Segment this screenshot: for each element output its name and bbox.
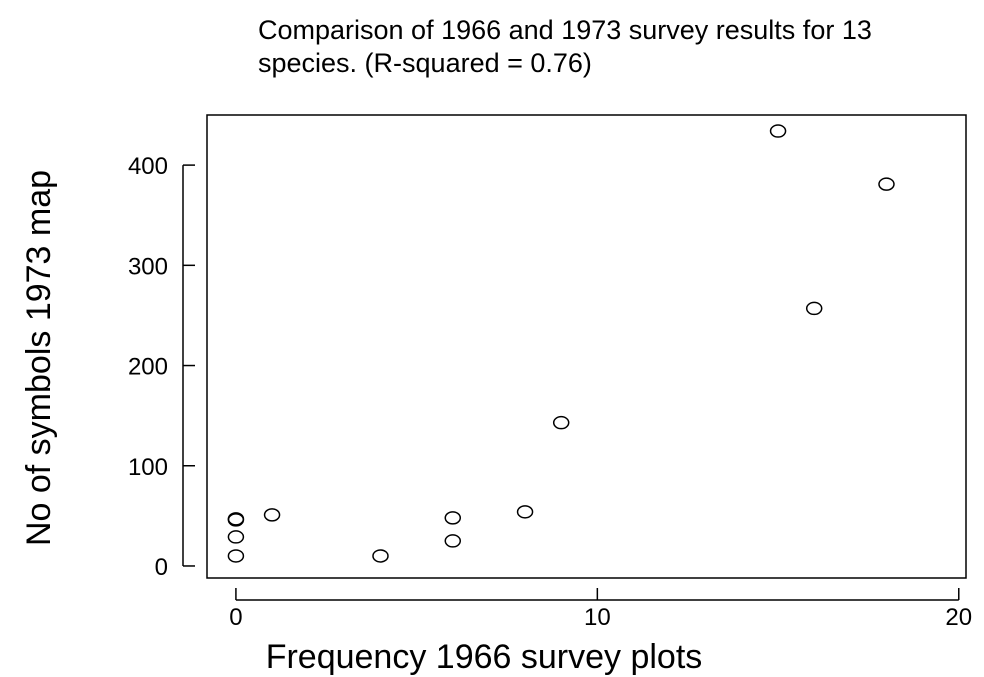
y-tick-label: 300	[128, 253, 168, 280]
x-tick-label: 10	[584, 604, 611, 631]
data-point	[552, 415, 570, 430]
data-point	[444, 511, 462, 525]
x-axis-label: Frequency 1966 survey plots	[266, 638, 703, 676]
data-point	[805, 301, 823, 316]
chart-title-line-2: species. (R-squared = 0.76)	[258, 48, 592, 78]
plot-frame	[206, 114, 967, 579]
data-point	[227, 549, 245, 563]
data-points	[227, 124, 895, 563]
y-tick-label: 100	[128, 454, 168, 481]
y-tick-label: 400	[128, 153, 168, 180]
y-axis: 0 100 200 300 400	[128, 153, 195, 581]
x-axis: 0 10 20	[229, 588, 972, 631]
data-point	[769, 124, 787, 138]
y-tick-label: 0	[155, 554, 168, 581]
x-tick-label: 20	[945, 604, 972, 631]
y-tick-label: 200	[128, 354, 168, 381]
chart-title-line-1: Comparison of 1966 and 1973 survey resul…	[258, 15, 872, 45]
data-point	[516, 505, 534, 519]
data-point	[878, 177, 895, 191]
y-axis-label: No of symbols 1973 map	[20, 170, 58, 546]
data-point	[263, 508, 281, 522]
data-point	[227, 513, 245, 527]
x-tick-label: 0	[229, 604, 242, 631]
data-point	[227, 530, 245, 544]
data-point	[372, 549, 389, 563]
data-point	[444, 534, 462, 548]
